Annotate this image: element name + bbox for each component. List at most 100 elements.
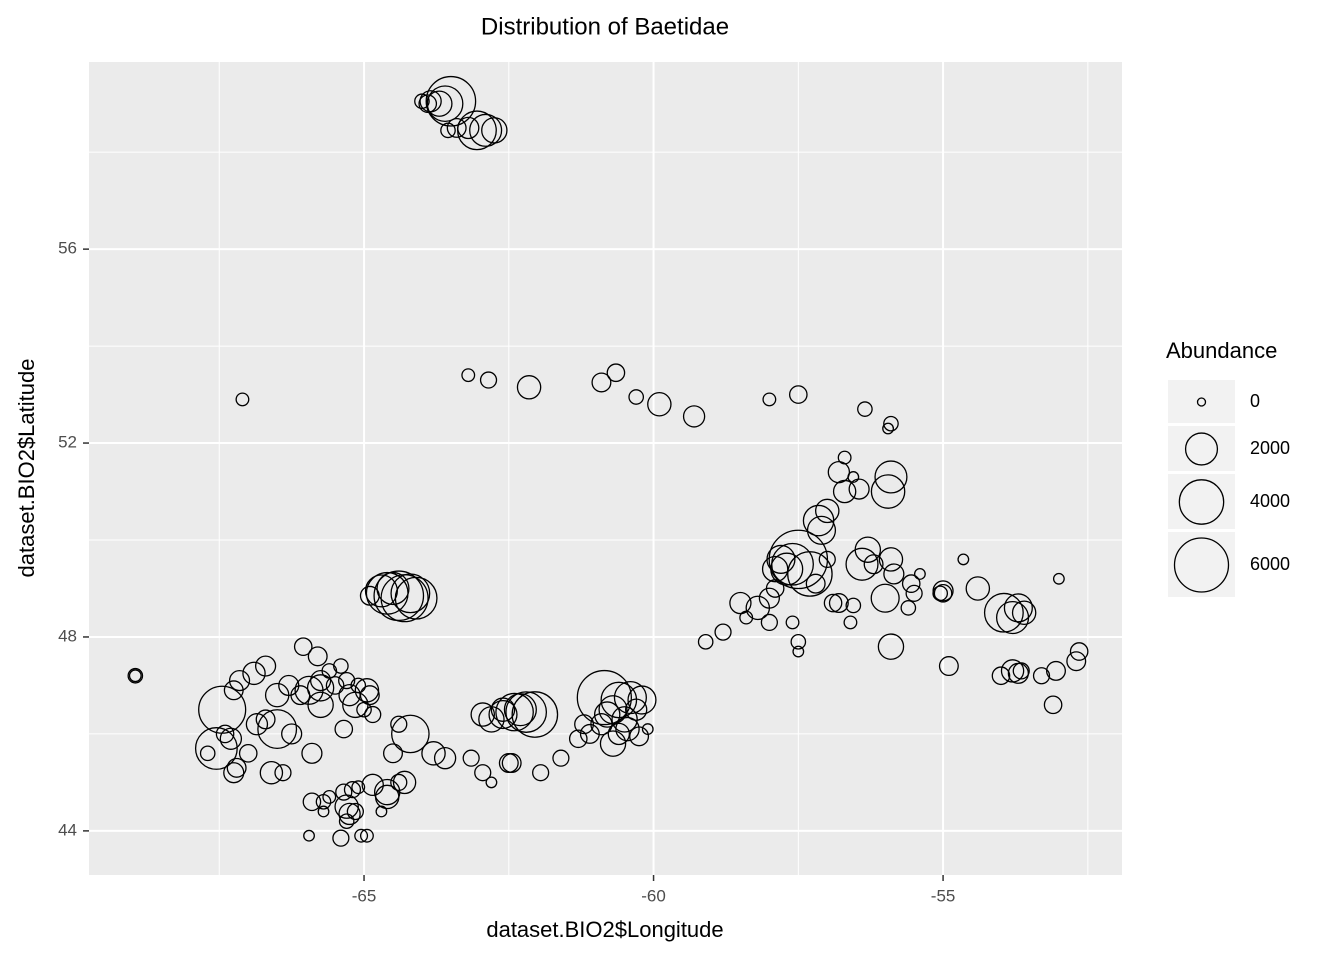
point [843,615,858,630]
point [591,372,612,393]
point [426,90,453,117]
point [335,783,353,801]
point [426,85,464,123]
point [815,498,840,524]
point [739,610,754,625]
point [745,595,771,621]
point [818,550,836,569]
point [364,574,398,608]
legend-label: 6000 [1250,554,1290,574]
legend-label: 4000 [1250,491,1290,511]
point [882,422,894,435]
point [346,802,364,821]
point [215,724,235,744]
point [792,645,805,658]
point [242,661,266,686]
point [259,760,284,785]
point [418,94,438,114]
point [845,547,879,581]
point [505,691,548,733]
point [714,623,732,641]
legend-label: 0 [1250,391,1260,411]
point [334,794,359,819]
x-tick-label: -60 [641,886,666,905]
point [391,714,430,754]
point [390,573,431,614]
point [322,789,337,804]
point [338,671,356,690]
point [228,669,251,692]
point [199,745,216,762]
point [470,702,496,727]
point [334,719,354,739]
point [469,113,503,147]
point [238,743,258,763]
point [576,669,632,726]
legend-key [1168,532,1235,597]
point [490,697,516,722]
point [729,591,752,615]
point [870,583,900,613]
point [235,392,250,407]
point [552,749,570,767]
point [1052,572,1065,585]
point [1069,642,1089,661]
point [788,385,808,404]
point [957,553,970,566]
point [307,691,334,719]
point [1032,667,1051,685]
point [823,593,843,613]
point [933,584,953,603]
x-axis-title: dataset.BIO2$Longitude [486,917,723,942]
point [359,585,380,606]
point [878,547,904,572]
point [354,828,369,843]
legend-title: Abundance [1166,338,1277,363]
point [194,727,238,770]
points [127,75,1089,847]
point [359,828,374,843]
point [532,764,550,782]
legend-key [1168,380,1235,423]
point [325,676,345,695]
point [628,389,645,405]
point [302,792,322,812]
point [870,474,906,509]
point [503,693,537,727]
point [303,829,315,842]
point [433,746,457,770]
point [760,613,778,632]
point [481,117,508,144]
point [845,597,862,614]
point [392,770,417,795]
point [425,75,477,127]
point [495,692,534,732]
point [762,392,777,407]
point [883,415,899,432]
y-tick-label: 52 [58,433,77,452]
point [310,669,332,692]
legend-key [1168,474,1235,529]
point [900,600,917,616]
point [128,669,142,683]
point [338,813,355,830]
point [457,116,480,140]
point [223,762,245,784]
point [333,658,349,674]
point [682,405,706,428]
point [629,726,650,747]
point [501,753,522,774]
point [991,666,1011,686]
grid [89,62,1122,875]
legend-label: 2000 [1250,438,1290,458]
point [351,780,366,795]
point [474,764,492,782]
point [446,117,467,138]
point [257,709,298,750]
point [1043,695,1063,715]
point [317,805,330,818]
point [338,802,361,826]
y-tick-label: 44 [58,820,77,839]
point [274,764,292,782]
point [254,655,277,677]
